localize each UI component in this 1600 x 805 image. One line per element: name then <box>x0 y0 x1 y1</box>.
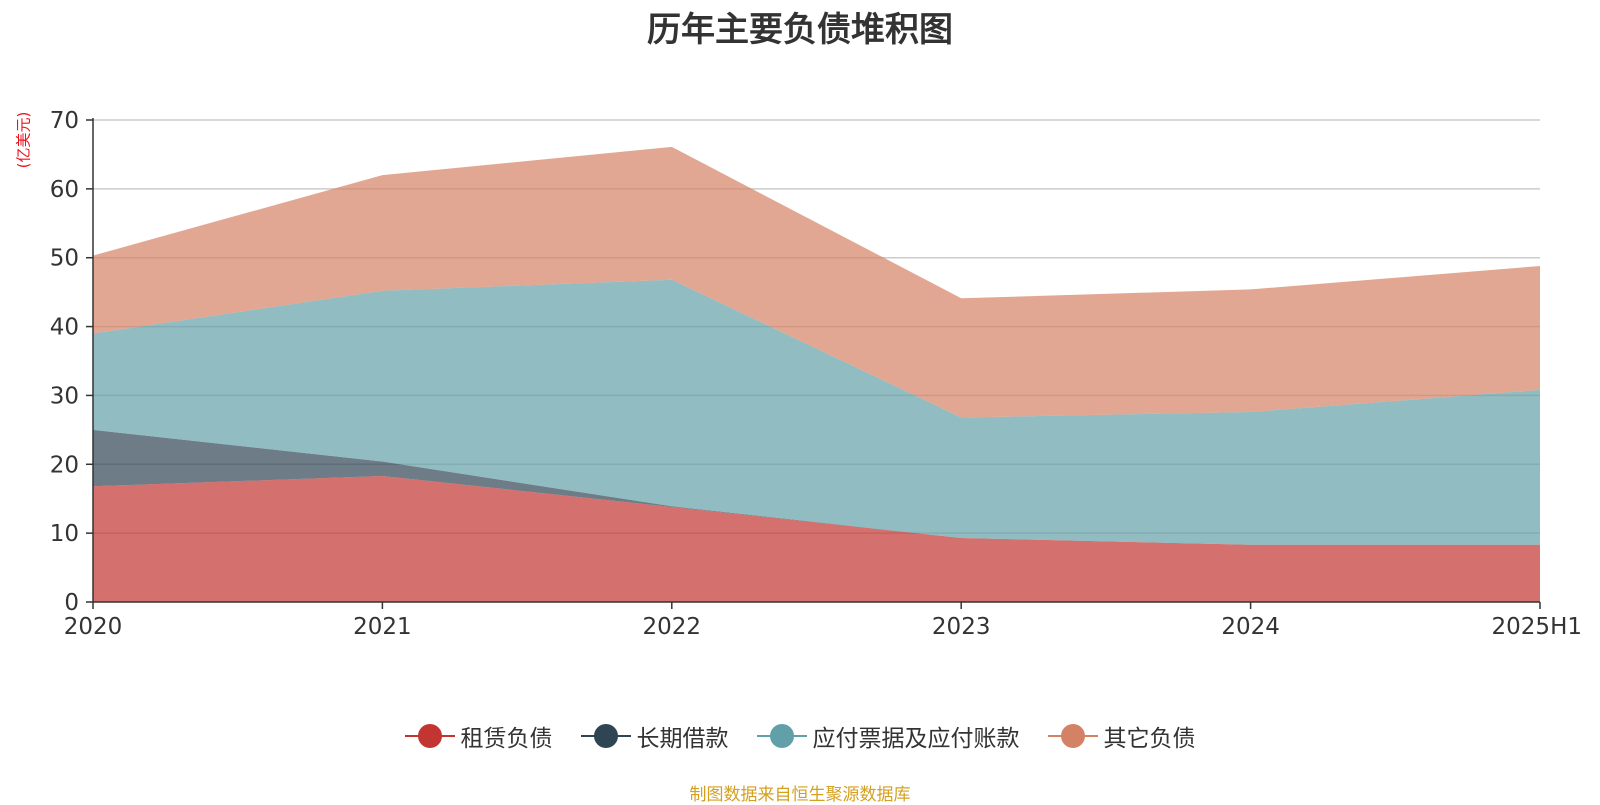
x-tick-label: 2023 <box>932 614 991 640</box>
legend-label: 长期借款 <box>636 726 729 752</box>
x-tick-labels: 2020 2021 2022 2023 2024 2025H1 <box>64 602 1582 640</box>
y-tick-label: 20 <box>50 452 79 478</box>
x-tick-label: 2025H1 <box>1492 614 1582 640</box>
x-tick-label: 2024 <box>1221 614 1280 640</box>
legend-item-0[interactable]: 租赁负债 <box>404 719 553 753</box>
legend-label: 应付票据及应付账款 <box>812 726 1020 752</box>
legend-label: 租赁负债 <box>460 726 553 752</box>
y-tick-label: 0 <box>64 590 79 616</box>
y-tick-label: 60 <box>50 177 79 203</box>
area-series-3[interactable] <box>93 146 1540 418</box>
legend-marker-icon <box>580 724 631 748</box>
x-tick-label: 2022 <box>643 614 702 640</box>
y-tick-label: 40 <box>50 315 79 341</box>
y-tick-label: 50 <box>50 246 79 272</box>
legend-item-2[interactable]: 应付票据及应付账款 <box>756 719 1020 753</box>
axes <box>92 118 1540 603</box>
legend-label: 其它负债 <box>1103 726 1196 752</box>
chart-title: 历年主要负债堆积图 <box>647 10 953 50</box>
y-tick-label: 10 <box>50 521 79 547</box>
legend: 租赁负债 长期借款 应付票据及应付账款 其它负债 <box>0 719 1600 753</box>
legend-marker-icon <box>404 724 455 748</box>
x-tick-label: 2021 <box>353 614 412 640</box>
area-series <box>93 146 1540 602</box>
area-series-2[interactable] <box>93 279 1540 545</box>
legend-item-1[interactable]: 长期借款 <box>580 719 729 753</box>
source-note: 制图数据来自恒生聚源数据库 <box>689 785 911 805</box>
legend-item-3[interactable]: 其它负债 <box>1047 719 1196 753</box>
y-tick-labels: 0 10 20 30 40 50 60 70 <box>50 108 93 616</box>
area-series-0[interactable] <box>93 476 1540 602</box>
y-tick-label: 30 <box>50 383 79 409</box>
y-tick-label: 70 <box>50 108 79 134</box>
legend-marker-icon <box>756 724 807 748</box>
x-tick-label: 2020 <box>64 614 123 640</box>
legend-marker-icon <box>1047 724 1098 748</box>
